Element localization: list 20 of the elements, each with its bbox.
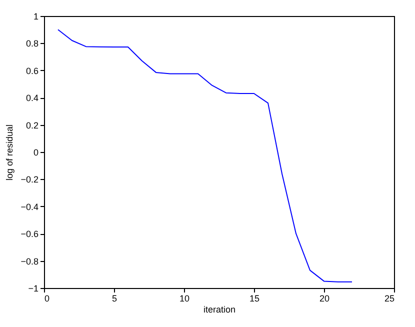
x-axis-title: iteration	[203, 304, 236, 314]
x-tick-label: 20	[319, 294, 330, 304]
y-tick-label: 0.4	[26, 93, 38, 104]
y-tick-label: −0.4	[20, 202, 38, 212]
y-tick-label: 0	[33, 148, 38, 158]
x-tick-label: 15	[249, 294, 260, 304]
y-tick-label: −0.8	[20, 256, 38, 266]
line-series	[58, 29, 352, 282]
y-tick-label: −0.2	[20, 174, 38, 185]
y-tick-label: 0.8	[26, 38, 38, 49]
y-tick-label: −1	[28, 284, 38, 294]
y-tick-label: −0.6	[20, 229, 38, 240]
x-tick-label: 25	[384, 294, 394, 304]
y-axis-title: log of residual	[4, 124, 15, 181]
x-tick-label: 10	[179, 294, 190, 304]
y-tick-label: 0.2	[26, 120, 38, 130]
y-tick-label: 1	[33, 12, 38, 22]
y-tick-label: 0.6	[26, 66, 38, 76]
x-tick-label: 0	[44, 294, 50, 304]
x-tick-label: 5	[112, 294, 118, 304]
